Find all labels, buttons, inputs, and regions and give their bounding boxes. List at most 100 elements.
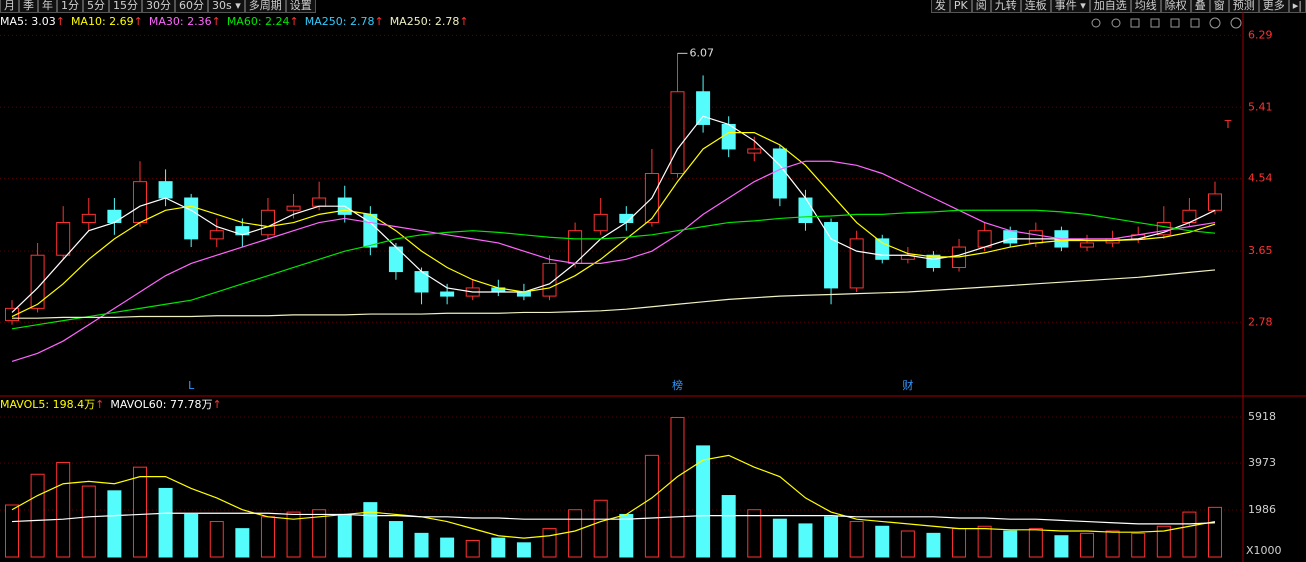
candle-body <box>516 291 531 297</box>
legend-entry: MA250: 2.78 ↑ <box>390 16 469 28</box>
y-tick-label: 3.65 <box>1248 244 1273 257</box>
legend-arrow: ↑ <box>55 15 65 28</box>
toolbar-button[interactable]: 叠 <box>1190 0 1210 13</box>
signal-marker: T <box>1224 118 1232 131</box>
volume-bar <box>260 516 275 558</box>
candle-body <box>824 222 839 289</box>
volume-bar <box>1156 525 1171 558</box>
volume-bar <box>465 539 480 558</box>
y-tick-label: 5.41 <box>1248 100 1273 113</box>
volume-bar <box>491 537 506 558</box>
volume-bar <box>1003 530 1018 558</box>
candle-body <box>209 230 224 240</box>
toolbar-button[interactable]: 多周期 <box>244 0 286 13</box>
toolbar-button[interactable]: ▸| <box>1288 0 1306 13</box>
volume-bar <box>388 521 403 558</box>
ma-line <box>11 132 1216 318</box>
volume-bar <box>875 525 890 558</box>
candle-body <box>260 209 275 236</box>
volume-bar <box>670 417 685 558</box>
volume-bar <box>798 523 813 558</box>
toolbar-button[interactable]: 60分 <box>175 0 208 13</box>
legend-arrow: ↑ <box>95 398 105 411</box>
toolbar-button[interactable]: 发 <box>930 0 950 13</box>
toolbar-button[interactable]: 5分 <box>83 0 109 13</box>
peak-label: 6.07 <box>689 46 714 59</box>
y-tick-label: 3973 <box>1248 456 1276 469</box>
y-tick-label: 4.54 <box>1248 171 1273 184</box>
toolbar-button[interactable]: 年 <box>38 0 57 13</box>
y-tick-label: 2.78 <box>1248 315 1273 328</box>
toolbar-button[interactable]: 30s ▾ <box>208 0 245 13</box>
candle-body <box>56 222 71 256</box>
volume-bar <box>312 509 327 558</box>
event-marker: L <box>188 379 195 392</box>
toolbar-button[interactable]: 更多 <box>1258 0 1289 13</box>
toolbar-button[interactable]: 季 <box>19 0 38 13</box>
legend-entry: MAVOL60: 77.78万 ↑ <box>110 399 221 411</box>
toolbar-button[interactable]: 月 <box>0 0 19 13</box>
toolbar-button[interactable]: 九转 <box>990 0 1021 13</box>
event-marker: 榜 <box>672 378 683 392</box>
ma-legend: MA5: 3.03 ↑ MA10: 2.69 ↑ MA30: 2.36 ↑ MA60: 2.… <box>0 16 469 28</box>
unit-label: X1000 <box>1246 544 1282 557</box>
ma-line <box>11 512 1216 525</box>
toolbar-button[interactable]: PK <box>949 0 972 13</box>
candle-body <box>158 181 173 199</box>
legend-arrow: ↑ <box>133 15 143 28</box>
ma-line <box>11 209 1216 330</box>
candle-body <box>440 291 455 297</box>
candle-body <box>286 205 301 211</box>
volume-bar <box>337 513 352 558</box>
candle-body <box>184 197 199 240</box>
toolbar-button[interactable]: 除权 <box>1160 0 1191 13</box>
toolbar-button[interactable]: 窗 <box>1209 0 1229 13</box>
volume-bar <box>158 487 173 558</box>
volume-bar <box>414 532 429 558</box>
toolbar-button[interactable]: 设置 <box>285 0 316 13</box>
legend-text: MA30: 2.36 <box>148 15 212 28</box>
legend-arrow: ↑ <box>211 15 221 28</box>
vol-legend: MAVOL5: 198.4万 ↑ MAVOL60: 77.78万 ↑ <box>0 399 222 411</box>
candle-body <box>696 91 711 125</box>
candle-body <box>30 254 45 309</box>
toolbar-button[interactable]: 阅 <box>971 0 991 13</box>
volume-bar <box>5 504 19 558</box>
toolbar-button[interactable]: 均线 <box>1130 0 1161 13</box>
tool-icons <box>1091 17 1242 29</box>
candle-body <box>849 238 864 289</box>
legend-text: MA5: 3.03 <box>0 15 56 28</box>
volume-bar <box>132 466 147 558</box>
toolbar-button[interactable]: 15分 <box>109 0 142 13</box>
legend-entry: MA10: 2.69 ↑ <box>71 16 143 28</box>
legend-entry: MA30: 2.36 ↑ <box>149 16 221 28</box>
volume-bar <box>1105 530 1120 558</box>
volume-bar <box>1208 506 1222 558</box>
volume-bar <box>824 516 839 558</box>
legend-arrow: ↑ <box>374 15 384 28</box>
ma-line <box>12 269 1216 319</box>
legend-arrow: ↑ <box>289 15 299 28</box>
ma-line <box>11 160 1216 363</box>
volume-bar <box>1182 511 1197 558</box>
toolbar-button[interactable]: 连板 <box>1020 0 1051 13</box>
candle-body <box>772 148 787 199</box>
toolbar-button[interactable]: 1分 <box>57 0 83 13</box>
toolbar-button[interactable]: 30分 <box>142 0 175 13</box>
volume-bar <box>849 521 864 558</box>
volume-bar <box>107 490 122 558</box>
legend-text: MAVOL5: 198.4万 <box>0 398 96 411</box>
candle-body <box>312 197 327 207</box>
legend-arrow: ↑ <box>212 398 222 411</box>
legend-text: MA250: 2.78 <box>304 15 375 28</box>
toolbar-button[interactable]: 加自选 <box>1089 0 1131 13</box>
y-tick-label: 1986 <box>1248 503 1276 516</box>
legend-entry: MA60: 2.24 ↑ <box>227 16 299 28</box>
y-tick-label: 6.29 <box>1248 28 1273 41</box>
legend-entry: MA5: 3.03 ↑ <box>0 16 65 28</box>
toolbar-button[interactable]: 事件 ▾ <box>1050 0 1090 13</box>
volume-bar <box>619 513 634 558</box>
toolbar-button[interactable]: 预测 <box>1228 0 1259 13</box>
volume-bar <box>184 513 199 558</box>
